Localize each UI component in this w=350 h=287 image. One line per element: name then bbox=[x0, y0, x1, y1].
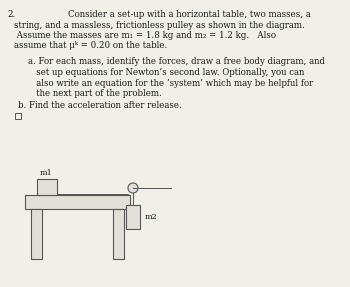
Text: 2.: 2. bbox=[7, 10, 15, 19]
Bar bbox=[25, 195, 130, 209]
Text: assume that μᵏ = 0.20 on the table.: assume that μᵏ = 0.20 on the table. bbox=[14, 42, 167, 51]
Text: Assume the masses are m₁ = 1.8 kg and m₂ = 1.2 kg.   Also: Assume the masses are m₁ = 1.8 kg and m₂… bbox=[14, 31, 276, 40]
Text: m2: m2 bbox=[145, 213, 158, 221]
Text: a. For each mass, identify the forces, draw a free body diagram, and: a. For each mass, identify the forces, d… bbox=[28, 57, 325, 67]
Bar bbox=[126, 205, 140, 229]
Text: b. Find the acceleration after release.: b. Find the acceleration after release. bbox=[18, 100, 182, 110]
Text: set up equations for Newton’s second law. Optionally, you can: set up equations for Newton’s second law… bbox=[28, 68, 304, 77]
Text: m1: m1 bbox=[40, 169, 52, 177]
Bar bbox=[37, 179, 57, 195]
Bar bbox=[15, 113, 21, 119]
Circle shape bbox=[128, 183, 138, 193]
Bar bbox=[31, 209, 42, 259]
Text: Consider a set-up with a horizontal table, two masses, a: Consider a set-up with a horizontal tabl… bbox=[68, 10, 311, 19]
Text: also write an equation for the ‘system’ which may be helpful for: also write an equation for the ‘system’ … bbox=[28, 79, 313, 88]
Text: the next part of the problem.: the next part of the problem. bbox=[28, 89, 162, 98]
Text: string, and a massless, frictionless pulley as shown in the diagram.: string, and a massless, frictionless pul… bbox=[14, 20, 305, 30]
Bar bbox=[113, 209, 124, 259]
